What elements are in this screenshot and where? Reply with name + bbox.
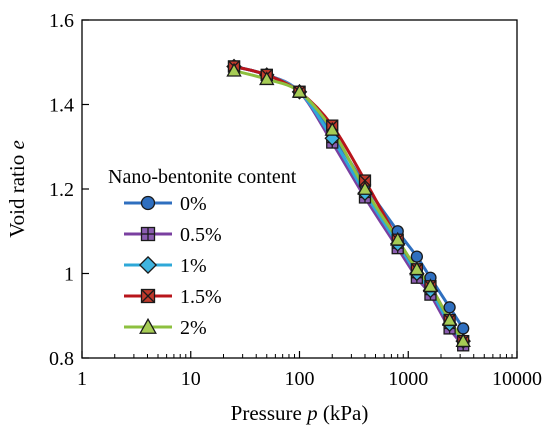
data-point <box>455 333 471 348</box>
legend-item: 1% <box>124 255 207 277</box>
series-layer <box>226 58 471 352</box>
y-tick-label: 1.6 <box>49 10 74 32</box>
legend-item: 2% <box>124 317 207 339</box>
legend-marker <box>140 195 156 211</box>
y-axis-ticks: 0.8 1 1.2 1.4 1.6 <box>49 10 89 370</box>
data-point <box>324 121 340 136</box>
data-point <box>357 181 373 195</box>
legend-marker <box>138 255 158 275</box>
x-axis-ticks: 1 10 100 1000 10000 <box>77 351 542 390</box>
x-axis-label: Pressure p (kPa) <box>231 401 369 425</box>
x-tick-label: 1 <box>77 368 87 390</box>
plot-area: 1 10 100 1000 10000 0.811.21.41.6 <box>49 10 542 390</box>
legend-items: 0% 0.5% 1% 1.5% 2% <box>124 193 222 339</box>
legend-label: 2% <box>180 317 207 339</box>
legend-item: 0% <box>124 193 207 215</box>
data-point <box>390 231 406 246</box>
data-point <box>358 174 372 187</box>
y-axis-label: Void ratio e <box>5 140 29 238</box>
data-point <box>291 83 308 98</box>
legend-marker <box>140 226 156 242</box>
data-point <box>259 71 275 86</box>
legend-item: 0.5% <box>124 224 222 246</box>
x-tick-label: 100 <box>285 368 315 390</box>
legend-title: Nano-bentonite content <box>108 166 297 188</box>
data-point <box>443 301 456 314</box>
data-point <box>410 250 424 263</box>
legend-item: 1.5% <box>124 286 222 308</box>
legend-label: 0% <box>180 193 207 215</box>
legend-marker <box>139 317 157 334</box>
series-line <box>233 69 465 342</box>
data-point <box>409 261 425 276</box>
y-tick-label: 1.2 <box>49 179 74 201</box>
data-point <box>422 278 439 293</box>
legend-label: 1.5% <box>180 286 222 308</box>
data-point <box>457 322 470 335</box>
data-point <box>226 62 242 77</box>
legend-label: 1% <box>180 255 207 277</box>
x-tick-label: 1000 <box>388 368 428 390</box>
x-tick-label: 10 <box>181 368 201 390</box>
data-point <box>441 312 458 326</box>
legend-marker <box>140 288 156 304</box>
y-tick-label: 0.8 <box>49 348 74 370</box>
y-tick-label: 1 <box>64 264 74 286</box>
legend-label: 0.5% <box>180 224 222 246</box>
legend: Nano-bentonite content 0% 0.5% 1% 1.5% 2% <box>108 166 297 339</box>
y-tick-label: 1.4 <box>49 95 74 117</box>
x-tick-label: 10000 <box>492 368 542 390</box>
